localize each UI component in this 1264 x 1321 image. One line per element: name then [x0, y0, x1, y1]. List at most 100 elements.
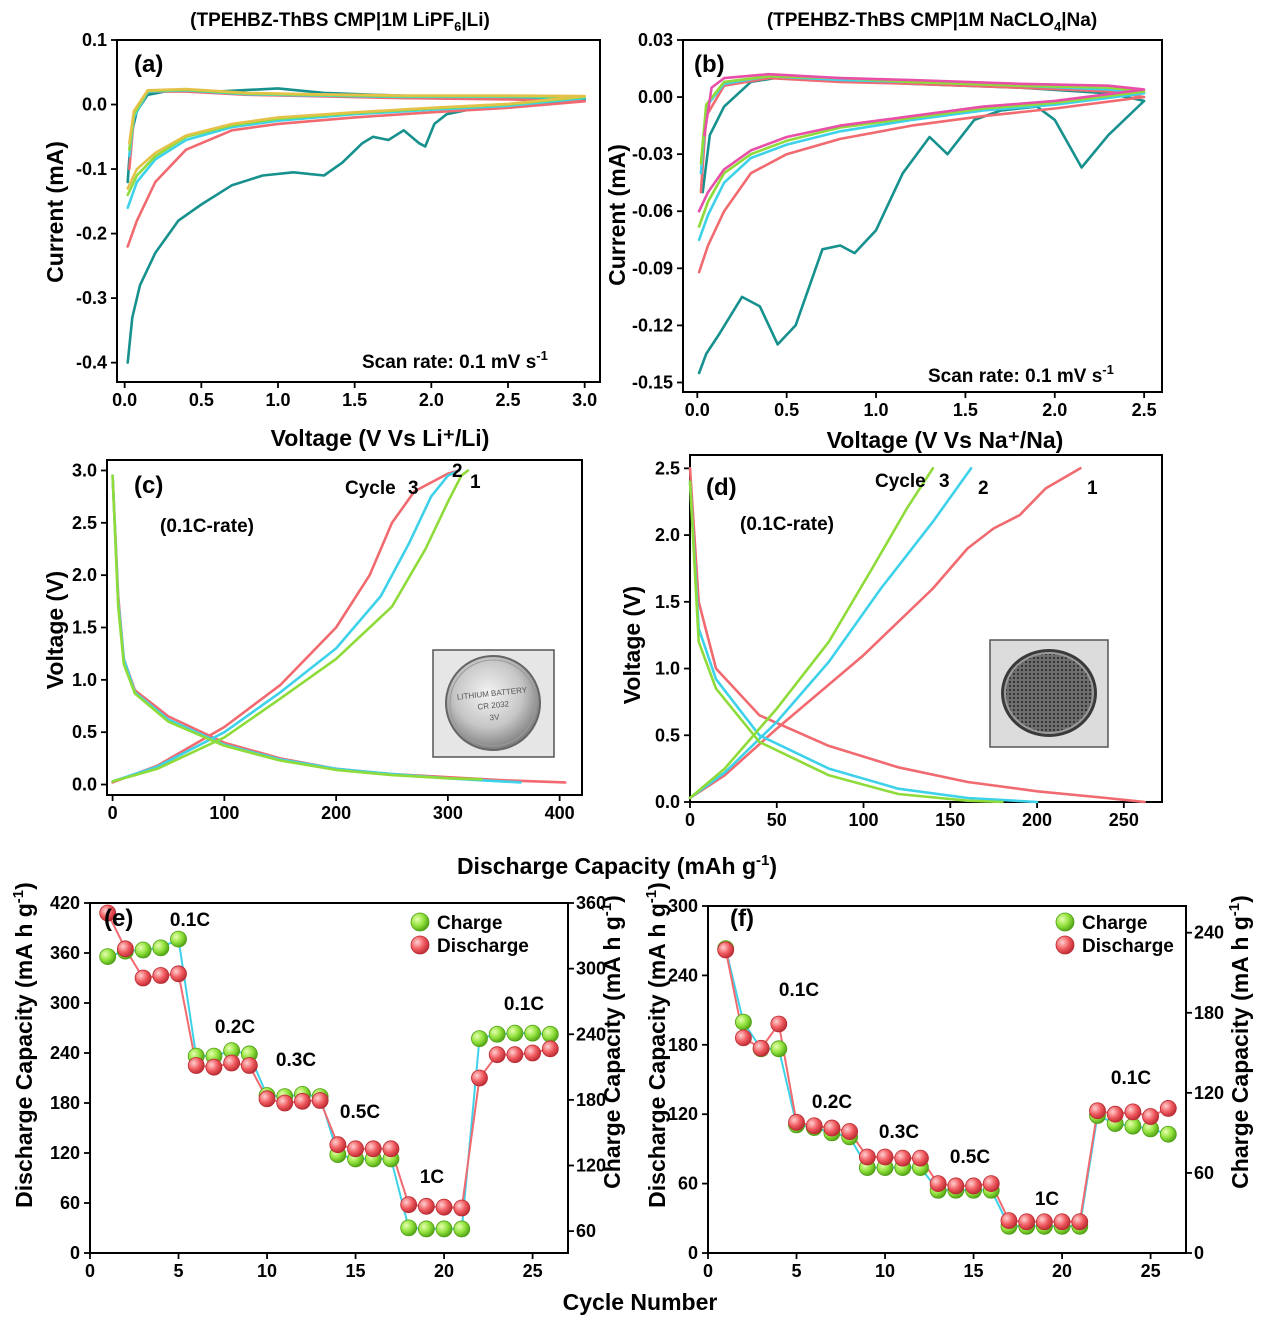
panel-f-ytick-5: 0 — [688, 1243, 698, 1263]
panel-d-inset-coin-photo — [989, 639, 1109, 748]
panel-e-discharge-point-24 — [506, 1046, 524, 1064]
panel-a-plot-area: 0.0 0.5 1.0 1.5 2.0 2.5 3.0 0.1 0.0 -0.1 -0.2 -0.3 -… — [76, 30, 601, 410]
panel-b-scan-rate: Scan rate: 0.1 mV s-1 — [928, 362, 1114, 387]
panel-f-legend-charge-marker — [1055, 912, 1075, 932]
panel-e-ytick-right-2: 240 — [576, 1024, 606, 1044]
panel-f-ytick-right-4: 0 — [1194, 1243, 1204, 1263]
panel-d-xtick-3: 150 — [935, 810, 965, 830]
panel-e-ytick-right-5: 60 — [576, 1221, 596, 1241]
panel-e-ytick-7: 0 — [70, 1243, 80, 1263]
panel-f-xtick-0: 0 — [703, 1261, 713, 1281]
panel-e-discharge-point-18 — [400, 1196, 418, 1214]
panel-e-charge-point-23 — [488, 1025, 506, 1043]
panel-e-charge-point-5 — [170, 930, 187, 948]
panel-f-charge-point-2 — [735, 1013, 752, 1031]
panel-e-xtick-2: 10 — [257, 1261, 277, 1281]
panel-e-rate-li: Discharge Capacity (mA h g-1) Charge Cap… — [10, 882, 625, 1281]
panel-e-discharge-point-8 — [223, 1054, 241, 1072]
panel-b-cycle-curve-2 — [697, 76, 1146, 274]
panel-e-charge-point-22 — [471, 1030, 488, 1048]
panel-e-xtick-1: 5 — [174, 1261, 184, 1281]
panel-b-ytick-3: -0.06 — [632, 201, 673, 221]
panel-c-ytick-6: 0.0 — [72, 775, 97, 795]
panel-f-discharge-point-23 — [1106, 1105, 1124, 1123]
panel-e-charge-point-25 — [524, 1024, 541, 1042]
panel-b-cycle-curve-4 — [697, 74, 1146, 228]
panel-f-rate-label-1: 0.2C — [812, 1092, 852, 1113]
panel-b-ytick-4: -0.09 — [632, 258, 673, 278]
panel-b-frame — [682, 39, 1163, 393]
panel-e-legend-charge: Charge — [437, 913, 502, 934]
panel-f-label: (f) — [730, 905, 754, 932]
panel-b-xtick-2: 1.0 — [864, 400, 889, 420]
panel-f-charge-point-26 — [1159, 1125, 1177, 1143]
panel-f-ytick-right-2: 120 — [1194, 1083, 1224, 1103]
panel-f-ytick-0: 300 — [668, 896, 698, 916]
panel-c-plot-area: 0 100 200 300 400 3.0 2.5 2.0 1.5 1.0 0.5 0.0 — [72, 459, 583, 823]
panel-c-ytick-1: 2.5 — [72, 513, 97, 533]
panel-e-rate-label-4: 1C — [420, 1167, 445, 1188]
panel-e-charge-point-26 — [541, 1025, 559, 1043]
panel-a-scan-rate: Scan rate: 0.1 mV s-1 — [362, 348, 548, 373]
panel-e-discharge-point-22 — [471, 1069, 488, 1087]
panel-f-legend-discharge: Discharge — [1082, 936, 1174, 957]
panel-e-discharge-point-13 — [311, 1092, 329, 1109]
panel-d-frame — [689, 454, 1163, 803]
panel-e-ytick-5: 120 — [50, 1143, 80, 1163]
panel-d-ytick-5: 0.0 — [655, 792, 680, 812]
panel-f-ytick-3: 120 — [668, 1104, 698, 1124]
panel-e-ylabel-right: Charge Capacity (mA h g-1) — [598, 895, 625, 1189]
panel-a-ytick-4: -0.3 — [76, 288, 107, 308]
panel-e-discharge-point-16 — [364, 1140, 382, 1158]
panel-b-ytick-2: -0.03 — [632, 144, 673, 164]
panel-b-ytick-6: -0.15 — [632, 372, 673, 392]
panel-e-xtick-4: 20 — [434, 1261, 454, 1281]
panel-a-xtick-2: 1.0 — [265, 390, 290, 410]
panel-b-xtick-0: 0.0 — [685, 400, 710, 420]
panel-d-xtick-5: 250 — [1109, 810, 1139, 830]
panel-f-ylabel-left: Discharge Capacity (mA h g-1) — [643, 882, 670, 1208]
panel-f-discharge-point-9 — [858, 1148, 876, 1166]
panel-a-xtick-4: 2.0 — [419, 390, 444, 410]
panel-d-ytick-1: 2.0 — [655, 525, 680, 545]
panel-c-cycle-3: 3 — [408, 478, 419, 499]
panel-c-cycle-1: 1 — [470, 472, 481, 493]
panel-a-cv-li: (TPEHBZ-ThBS CMP|1M LiPF6|Li) Current (m… — [42, 10, 601, 451]
panel-d-xtick-0: 0 — [685, 810, 695, 830]
panel-e-frame — [89, 902, 569, 1254]
panel-e-discharge-point-21 — [453, 1199, 471, 1217]
panel-a-ytick-5: -0.4 — [76, 353, 107, 373]
panel-d-charge-curve-2 — [688, 466, 973, 800]
panel-e-discharge-point-9 — [240, 1057, 258, 1074]
panel-c-inset-text-2: CR 2032 — [477, 699, 510, 711]
panel-d-plot-area: 0 50 100 150 200 250 2.5 2.0 1.5 1.0 0.5 0.0 — [655, 454, 1163, 830]
panel-f-legend-discharge-marker — [1055, 935, 1075, 955]
panel-d-charge-curve-3 — [688, 466, 935, 800]
panel-f-xtick-4: 20 — [1052, 1261, 1072, 1281]
panel-a-cycle-curve-5 — [126, 87, 587, 190]
panel-f-ylabel-right: Charge Capacity (mA h g-1) — [1226, 895, 1253, 1189]
panel-c-charge-curve-2 — [111, 469, 461, 783]
panel-f-frame — [707, 905, 1187, 1254]
panel-b-ytick-0: 0.03 — [638, 30, 673, 50]
panel-d-discharge-curve-3 — [688, 480, 1004, 804]
panel-a-ylabel: Current (mA) — [42, 141, 68, 283]
panel-b-ytick-1: 0.00 — [638, 87, 673, 107]
panel-b-cycle-curve-5 — [697, 72, 1146, 213]
panel-b-xtick-3: 1.5 — [953, 400, 978, 420]
panel-d-cycle-1: 1 — [1087, 478, 1098, 499]
panel-f-discharge-point-26 — [1159, 1100, 1177, 1117]
panel-f-discharge-point-8 — [841, 1123, 859, 1140]
panel-a-ytick-1: 0.0 — [82, 95, 107, 115]
panel-f-discharge-point-12 — [912, 1149, 929, 1167]
panel-f-plot-area: 0 5 10 15 20 25 300 240 180 120 60 0 240 180 120 60 0 0.1… — [668, 896, 1224, 1281]
panel-e-ytick-1: 360 — [50, 943, 80, 963]
panel-e-discharge-point-1 — [99, 904, 117, 922]
panel-e-charge-point-19 — [417, 1220, 435, 1238]
panel-f-ytick-right-1: 180 — [1194, 1003, 1224, 1023]
panel-c-rate: (0.1C-rate) — [160, 516, 254, 537]
panel-a-ytick-3: -0.2 — [76, 224, 107, 244]
panel-f-xtick-1: 5 — [792, 1261, 802, 1281]
panel-e-xtick-0: 0 — [85, 1261, 95, 1281]
panel-e-charge-point-24 — [506, 1024, 524, 1042]
